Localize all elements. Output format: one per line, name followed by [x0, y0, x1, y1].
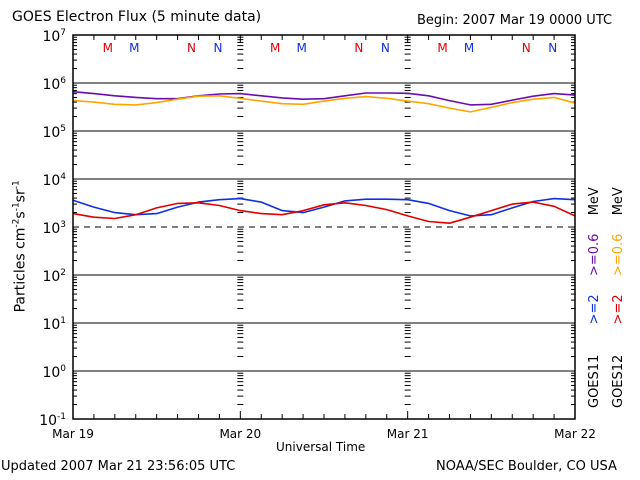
x-tick-label: Mar 22: [554, 427, 596, 441]
mn-marker: M: [129, 41, 139, 55]
begin-time: Begin: 2007 Mar 19 0000 UTC: [417, 13, 613, 28]
y-tick-label: 102: [42, 268, 66, 285]
plot-frame: [72, 34, 576, 420]
legend-goes12-e06: >=0.6: [611, 233, 626, 277]
updated-timestamp: Updated 2007 Mar 21 23:56:05 UTC: [1, 459, 236, 474]
series-line-goes12-0-6-mev: [72, 95, 576, 113]
legend-goes11: GOES11 >=2 >=0.6 MeV: [587, 187, 602, 408]
mn-marker: N: [187, 41, 196, 55]
series-line-goes11-2-mev: [72, 197, 576, 217]
y-tick-label: 100: [42, 364, 66, 381]
y-tick-label: 10-1: [39, 412, 66, 429]
legend-goes12-e2: >=2: [611, 294, 626, 325]
y-tick-labels: 107 106 105 104 103 102 101 100 10-1: [39, 28, 66, 429]
grid-lines: [73, 82, 575, 372]
mn-marker: M: [297, 41, 307, 55]
y-tick-label: 101: [42, 316, 66, 333]
x-axis-label: Universal Time: [276, 440, 366, 454]
mn-marker: M: [464, 41, 474, 55]
legend-goes11-unit: MeV: [587, 187, 602, 216]
axis-ticks: [72, 35, 576, 420]
legend-goes12: GOES12 >=2 >=0.6 MeV: [611, 187, 626, 408]
x-tick-label: Mar 20: [219, 427, 261, 441]
mn-marker: M: [437, 41, 447, 55]
mn-marker: N: [548, 41, 557, 55]
series-lines: [72, 90, 576, 224]
y-tick-label: 107: [42, 28, 66, 45]
chart-title: GOES Electron Flux (5 minute data): [12, 9, 262, 25]
mn-marker: N: [381, 41, 390, 55]
legend-goes11-label: GOES11: [587, 354, 602, 408]
series-line-goes11-0-6-mev: [72, 90, 576, 106]
legend-goes11-e06: >=0.6: [587, 233, 602, 277]
y-tick-label: 106: [42, 76, 66, 93]
mn-marker: N: [522, 41, 531, 55]
mn-marker: N: [354, 41, 363, 55]
y-tick-label: 103: [42, 220, 66, 237]
x-tick-label: Mar 19: [52, 427, 94, 441]
series-line-goes12-2-mev: [72, 201, 576, 224]
credit-text: NOAA/SEC Boulder, CO USA: [436, 459, 617, 474]
x-tick-labels: Mar 19 Mar 20 Mar 21 Mar 22: [52, 427, 596, 441]
y-tick-label: 104: [42, 172, 66, 189]
y-tick-label: 105: [42, 124, 66, 141]
mn-marker: M: [103, 41, 113, 55]
legend-goes11-e2: >=2: [587, 294, 602, 325]
x-tick-label: Mar 21: [387, 427, 429, 441]
legend-goes12-unit: MeV: [611, 187, 626, 216]
mn-marker: N: [214, 41, 223, 55]
mn-marker: M: [270, 41, 280, 55]
legend-goes12-label: GOES12: [611, 354, 626, 408]
